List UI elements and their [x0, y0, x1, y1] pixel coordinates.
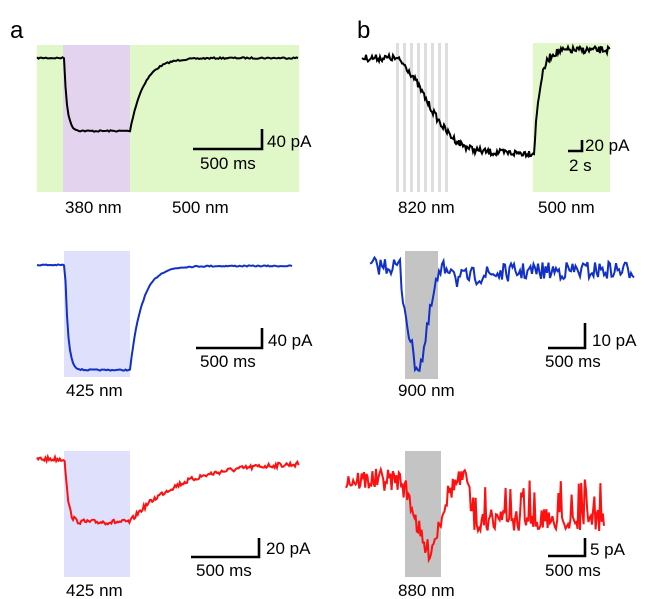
- uv-stimulus-window: [63, 45, 130, 192]
- ir-pulse-stripe: [438, 43, 441, 192]
- wavelength-label: 425 nm: [66, 581, 123, 599]
- panel-a-row2: 40 pA 500 ms 425 nm: [36, 251, 313, 400]
- ir-pulse-stripe: [403, 43, 406, 192]
- current-trace: [36, 55, 299, 133]
- wavelength-label: 880 nm: [398, 581, 455, 599]
- wavelength-label: 425 nm: [66, 381, 123, 400]
- ir-stimulus-window: [405, 251, 438, 379]
- wavelength-label: 500 nm: [538, 198, 595, 217]
- scale-bar-lines: [196, 328, 264, 350]
- ir-stimulus-window: [405, 451, 441, 577]
- amplitude-scale-label: 10 pA: [592, 331, 637, 350]
- panel-a-row1: 40 pA 500 ms 380 nm 500 nm: [36, 45, 312, 217]
- amplitude-scale-label: 40 pA: [268, 331, 313, 350]
- current-trace: [36, 263, 293, 372]
- panel-label-a: a: [10, 17, 24, 44]
- amplitude-scale-label: 20 pA: [266, 539, 311, 558]
- wavelength-label: 500 nm: [172, 198, 229, 217]
- panel-a-row3: 20 pA 500 ms 425 nm: [36, 451, 311, 599]
- blue-stimulus-window: [64, 251, 130, 377]
- scale-bar-lines: [568, 140, 584, 153]
- time-scale-label: 500 ms: [196, 561, 252, 580]
- ir-pulse-stripe: [424, 43, 427, 192]
- panel-b-row3: 5 pA 500 ms 880 nm: [345, 451, 626, 599]
- scale-bar: 5 pA 500 ms: [545, 538, 626, 580]
- scale-bar-lines: [191, 538, 261, 559]
- panel-b-row1: 20 pA 2 s 820 nm 500 nm: [361, 43, 630, 217]
- ir-pulse-stripe: [445, 43, 448, 192]
- scale-bar: 20 pA 500 ms: [191, 538, 311, 580]
- current-trace: [36, 453, 300, 526]
- current-trace: [361, 43, 611, 159]
- scale-bar-lines: [548, 323, 587, 350]
- blue-stimulus-window: [64, 451, 130, 577]
- current-trace: [345, 465, 605, 564]
- ir-pulse-stripe: [396, 43, 399, 192]
- scale-bar: 10 pA 500 ms: [545, 323, 637, 371]
- time-scale-label: 500 ms: [200, 154, 256, 173]
- current-trace: [369, 255, 635, 373]
- scale-bar: 20 pA 2 s: [568, 136, 630, 175]
- time-scale-label: 500 ms: [545, 561, 601, 580]
- ir-pulse-train: [396, 43, 448, 192]
- wavelength-label: 380 nm: [65, 198, 122, 217]
- scale-bar-lines: [193, 129, 264, 151]
- scale-bar-lines: [548, 538, 587, 558]
- amplitude-scale-label: 20 pA: [585, 136, 630, 155]
- time-scale-label: 500 ms: [200, 352, 256, 371]
- wavelength-label: 820 nm: [398, 198, 455, 217]
- amplitude-scale-label: 40 pA: [267, 132, 312, 151]
- ir-pulse-stripe: [417, 43, 420, 192]
- time-scale-label: 500 ms: [545, 352, 601, 371]
- amplitude-scale-label: 5 pA: [590, 540, 626, 559]
- time-scale-label: 2 s: [569, 156, 592, 175]
- ir-pulse-stripe: [410, 43, 413, 192]
- wavelength-label: 900 nm: [398, 381, 455, 400]
- panel-b-row2: 10 pA 500 ms 900 nm: [369, 251, 637, 400]
- ir-pulse-stripe: [431, 43, 434, 192]
- scale-bar: 40 pA 500 ms: [196, 328, 313, 371]
- panel-label-b: b: [357, 17, 370, 44]
- scale-bar: 40 pA 500 ms: [193, 129, 312, 173]
